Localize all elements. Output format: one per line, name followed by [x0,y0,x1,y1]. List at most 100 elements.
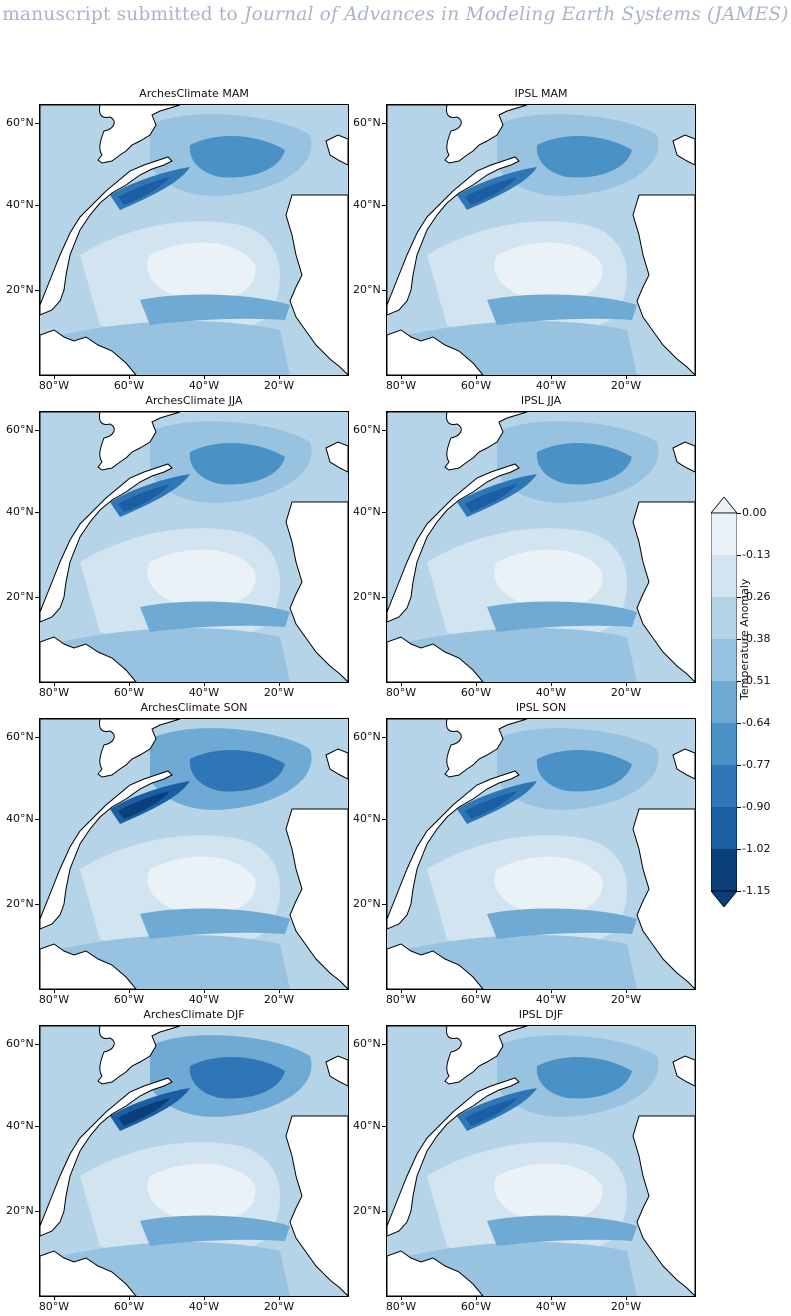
longitude-tick-label: 60°W [460,379,492,392]
longitude-tick-mark [551,1296,552,1300]
map-panel: ArchesClimate JJA 60°N 40°N 20°N 80°W 60°W 40°… [6,394,349,699]
latitude-tick-label: 60°N [353,423,381,436]
longitude-tick-label: 40°W [535,1300,567,1313]
anomaly-region-north-deep [189,1056,285,1099]
longitude-tick-label: 60°W [113,1300,145,1313]
anomaly-region-lightest [147,856,256,915]
anomaly-region-lightest [494,242,603,301]
latitude-tick-mark [382,737,386,738]
longitude-tick-label: 80°W [385,993,417,1006]
map-panel: ArchesClimate MAM 60°N 40°N 20°N 80°W 60°W 40°… [6,87,349,392]
longitude-tick-mark [279,682,280,686]
longitude-tick-mark [54,989,55,993]
map-frame [39,1025,349,1297]
longitude-tick-mark [551,375,552,379]
latitude-tick-label: 40°N [6,198,34,211]
longitude-tick-label: 80°W [385,379,417,392]
map-frame [39,104,349,376]
longitude-tick-label: 60°W [113,993,145,1006]
latitude-tick-label: 40°N [6,812,34,825]
longitude-tick-label: 20°W [263,686,295,699]
latitude-tick-mark [35,205,39,206]
latitude-tick-label: 20°N [6,1204,34,1217]
anomaly-region-coastal-deep [118,1098,170,1126]
map-frame [386,411,696,683]
colorbar-tick-label: 0.00 [742,506,767,519]
colorbar-tick-label: -1.15 [742,884,771,897]
longitude-tick-mark [279,375,280,379]
land-mask [387,719,695,989]
longitude-tick-label: 80°W [38,993,70,1006]
header-prefix: manuscript submitted to [2,4,238,25]
colorbar-segment [711,555,737,598]
map-frame [39,411,349,683]
longitude-tick-label: 20°W [263,379,295,392]
latitude-tick-mark [35,737,39,738]
colorbar-segment [711,639,737,682]
anomaly-region-north-deep [536,135,632,178]
map-panel: IPSL SON 60°N 40°N 20°N 80°W 60°W 40°W 20°W [353,701,696,1006]
longitude-tick-label: 80°W [385,686,417,699]
longitude-tick-mark [476,682,477,686]
temperature-anomaly-field [387,1026,695,1296]
anomaly-region-lightest [494,856,603,915]
header-journal: Journal of Advances in Modeling Earth Sy… [243,4,789,25]
map-frame [386,104,696,376]
longitude-tick-label: 60°W [113,686,145,699]
longitude-tick-mark [551,989,552,993]
longitude-tick-label: 20°W [610,993,642,1006]
longitude-tick-mark [54,1296,55,1300]
anomaly-band [140,1215,290,1246]
map-panel: IPSL DJF 60°N 40°N 20°N 80°W 60°W 40°W 20°W [353,1008,696,1313]
land-mask [40,412,348,682]
longitude-tick-label: 80°W [38,686,70,699]
longitude-tick-mark [204,375,205,379]
longitude-tick-mark [551,682,552,686]
colorbar-extend-top [710,496,738,514]
temperature-anomaly-field [387,105,695,375]
latitude-tick-mark [382,1126,386,1127]
panel-title: ArchesClimate JJA [145,394,243,407]
latitude-tick-mark [35,123,39,124]
latitude-tick-label: 60°N [353,1037,381,1050]
anomaly-region-lightest [494,549,603,608]
latitude-tick-label: 20°N [6,283,34,296]
colorbar-segment [711,681,737,724]
longitude-tick-label: 40°W [535,379,567,392]
land-mask [387,412,695,682]
panel-title: IPSL DJF [518,1008,564,1021]
anomaly-region-coastal-deep [118,484,170,512]
panel-title: ArchesClimate MAM [139,87,249,100]
colorbar-tick-label: -0.26 [742,590,771,603]
latitude-tick-mark [35,819,39,820]
latitude-tick-label: 40°N [353,812,381,825]
latitude-tick-label: 20°N [6,897,34,910]
latitude-tick-label: 20°N [353,590,381,603]
colorbar-tick-label: -1.02 [742,842,771,855]
panel-title: IPSL MAM [514,87,568,100]
colorbar-tick-mark [737,513,741,514]
colorbar-tick-label: -0.51 [742,674,771,687]
temperature-anomaly-field [40,105,348,375]
longitude-tick-label: 40°W [188,1300,220,1313]
anomaly-region-coastal-deep [465,1098,517,1126]
longitude-tick-mark [129,1296,130,1300]
colorbar-bar [710,496,738,908]
longitude-tick-label: 40°W [535,993,567,1006]
anomaly-region-north-deep [189,749,285,792]
anomaly-region-lightest [147,549,256,608]
anomaly-region-lightest [494,1163,603,1222]
land-mask [40,1026,348,1296]
colorbar-segment [711,513,737,556]
colorbar-tick-mark [737,891,741,892]
land-mask [40,105,348,375]
longitude-tick-label: 20°W [610,1300,642,1313]
latitude-tick-label: 40°N [6,1119,34,1132]
longitude-tick-label: 40°W [535,686,567,699]
longitude-tick-label: 20°W [263,993,295,1006]
latitude-tick-label: 60°N [6,730,34,743]
longitude-tick-label: 80°W [38,1300,70,1313]
latitude-tick-mark [382,904,386,905]
latitude-tick-label: 40°N [353,1119,381,1132]
longitude-tick-mark [626,375,627,379]
